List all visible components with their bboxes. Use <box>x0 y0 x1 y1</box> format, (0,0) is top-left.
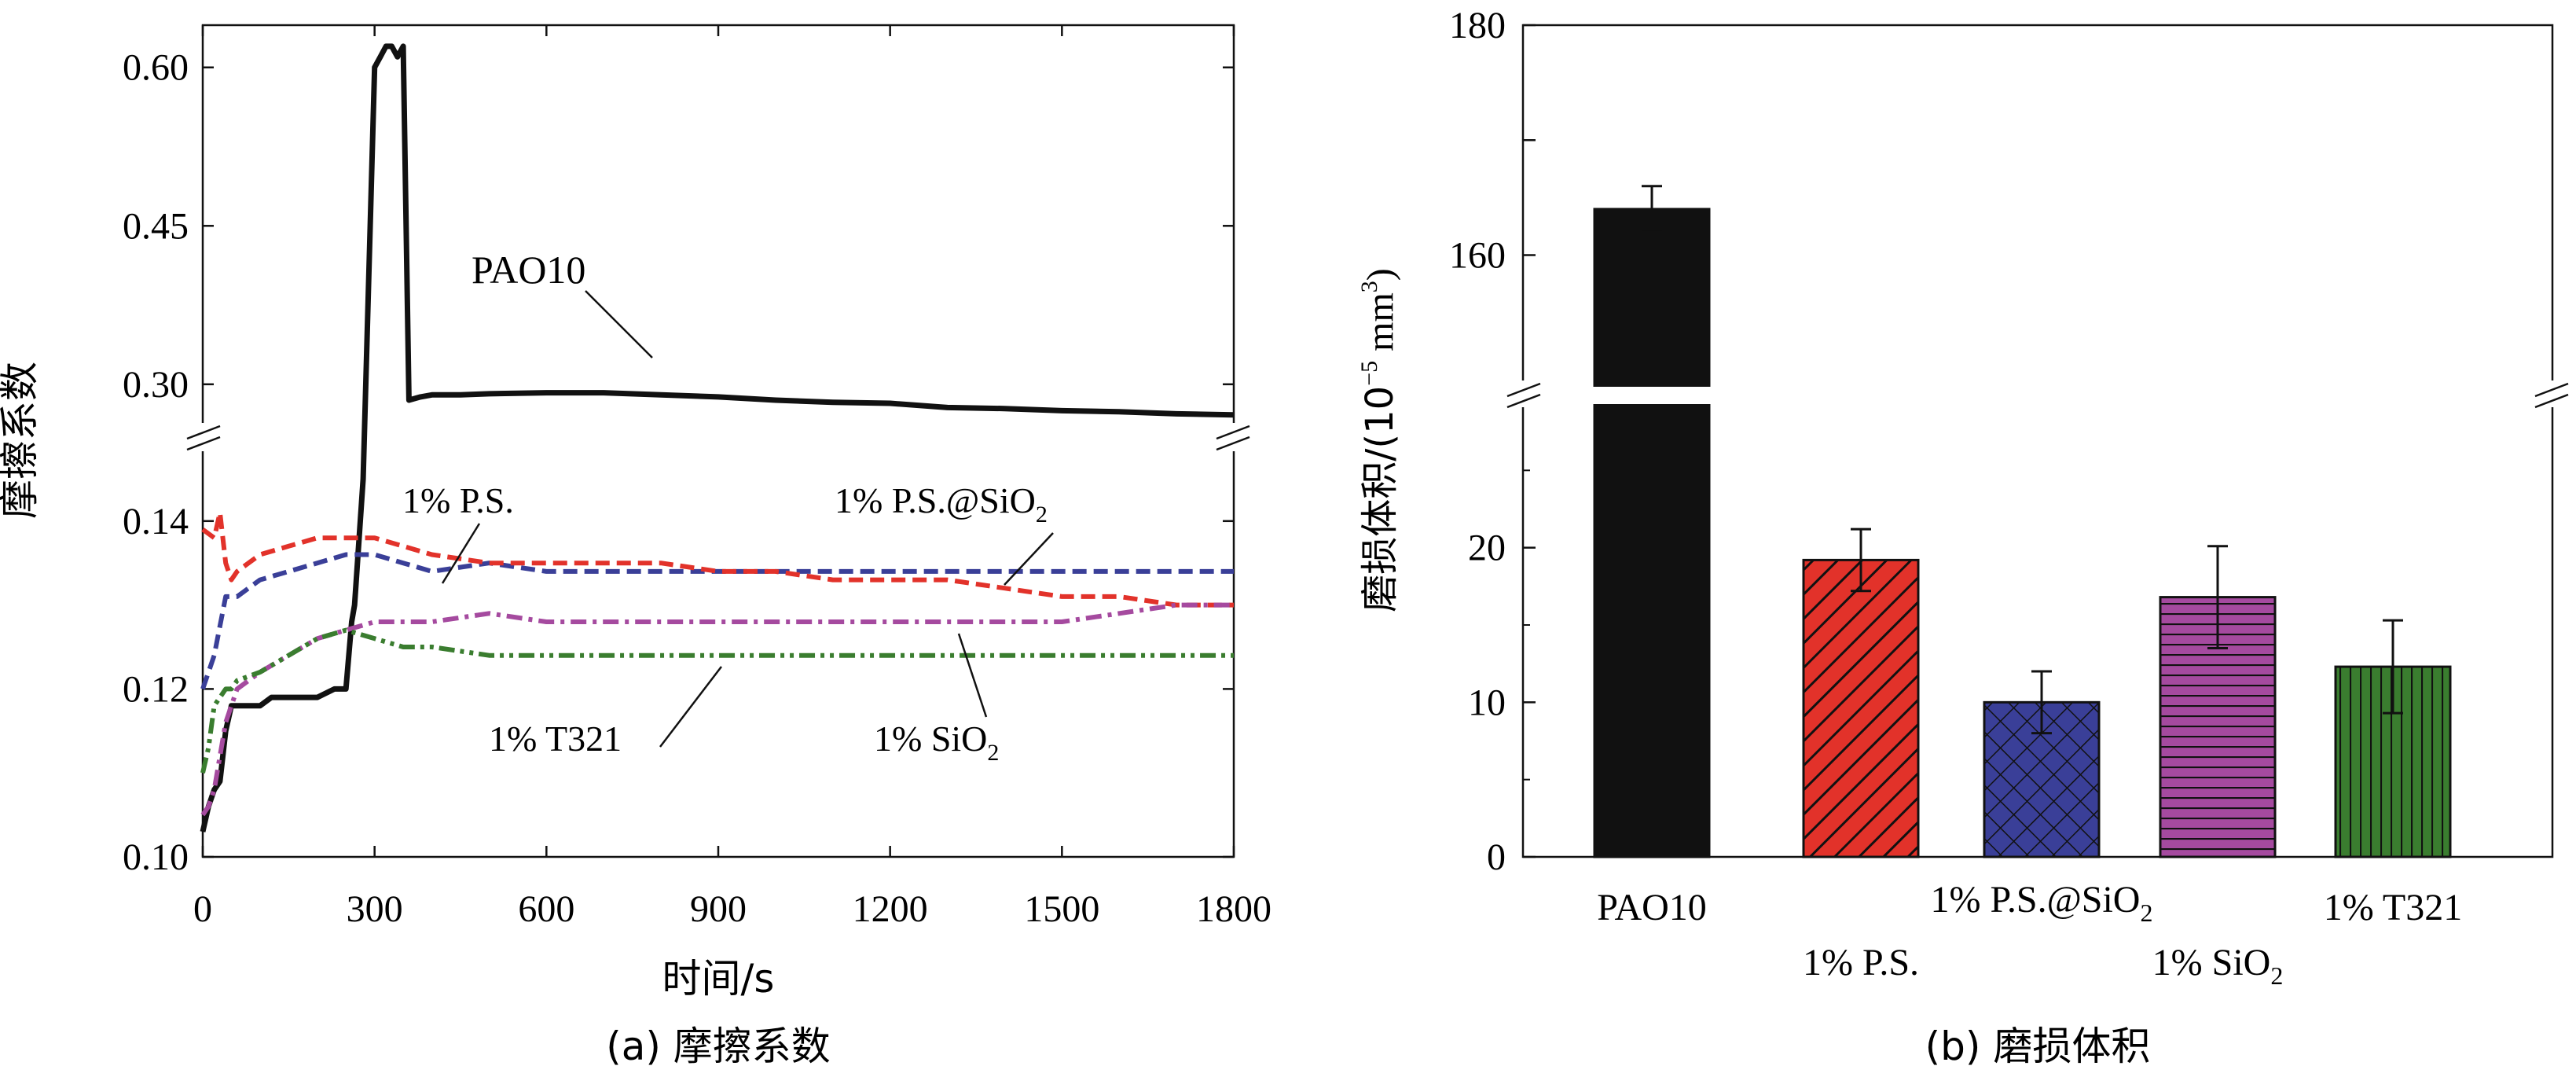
chart-a-frame <box>201 24 1235 858</box>
chart-a-annotation-arrow <box>957 633 988 718</box>
chart-a-break-mark <box>186 436 221 451</box>
chart-a-annotation-pao10: PAO10 <box>472 248 585 292</box>
chart-b-ytick-label: 0 <box>1487 836 1506 878</box>
chart-a-series-line <box>201 510 1234 608</box>
chart-a-series-line <box>200 627 1234 774</box>
chart-a-ytick-label: 0.45 <box>123 205 189 247</box>
chart-a-friction-coefficient: 0.30 0.45 0.60 0.10 0.12 0.14 0 300 600 900 1200 1… <box>0 24 1271 1069</box>
chart-a-xtick-label: 300 <box>347 888 403 930</box>
chart-b-category-label: 1% SiO2 <box>2152 942 2284 990</box>
chart-b-wear-volume: 0 10 20 160 180 PAO10 1% P.S. 1% P.S.@SiO2 1… <box>1356 5 2576 1069</box>
chart-b-category-label: PAO10 <box>1597 887 1707 928</box>
chart-a-annotation-sio2: 1% SiO2 <box>874 719 999 766</box>
chart-a-ytick-label: 0.30 <box>123 364 189 406</box>
chart-b-ytick-label: 180 <box>1449 5 1506 46</box>
chart-a-series-line <box>200 602 1234 817</box>
chart-a-ytick-label: 0.60 <box>123 47 189 89</box>
chart-a-break-mark <box>1216 436 1250 451</box>
chart-b-bar-break <box>1593 387 1711 404</box>
chart-a-annotation-arrow <box>585 290 653 358</box>
chart-b-break-mark <box>1506 393 1541 409</box>
chart-b-category-label: 1% P.S. <box>1803 942 1919 983</box>
chart-a-annotation-ps-sio2: 1% P.S.@SiO2 <box>835 480 1048 527</box>
chart-b-ylabel: 磨损体积/(10−5 mm3) <box>1356 268 1402 612</box>
chart-a-break-mark <box>186 425 221 440</box>
chart-a-xtick-label: 1200 <box>853 888 928 930</box>
chart-a-xtick-label: 1800 <box>1196 888 1271 930</box>
chart-b-bar <box>1802 558 1920 858</box>
chart-a-xlabel: 时间/s <box>662 956 775 1002</box>
chart-a-annotation-arrow <box>1004 532 1054 586</box>
chart-a-series-line <box>200 552 1234 690</box>
chart-b-ytick-label: 160 <box>1449 235 1506 277</box>
chart-a-series-line <box>200 43 1235 833</box>
chart-a-annotation-ps: 1% P.S. <box>402 480 514 520</box>
chart-a-xtick-label: 1500 <box>1024 888 1099 930</box>
chart-a-annotation-arrow <box>441 523 481 584</box>
chart-b-category-label: 1% P.S.@SiO2 <box>1931 879 2153 927</box>
chart-a-break-gap-left <box>181 423 228 451</box>
chart-a-break-gap-right <box>1210 423 1257 451</box>
chart-b-ytick-label: 20 <box>1468 527 1506 569</box>
chart-a-ytick-label: 0.10 <box>123 836 189 878</box>
chart-a-xtick-label: 900 <box>690 888 747 930</box>
chart-b-break-mark <box>2534 393 2569 409</box>
chart-b-bar <box>1593 208 1711 858</box>
chart-b-caption: (b) 磨损体积 <box>1925 1024 2151 1069</box>
chart-a-ylabel: 摩擦系数 <box>0 362 42 519</box>
chart-a-xtick-label: 0 <box>193 888 212 930</box>
chart-a-annotation-t321: 1% T321 <box>489 719 622 759</box>
chart-b-ytick-label: 10 <box>1468 682 1506 723</box>
chart-a-xtick-label: 600 <box>518 888 574 930</box>
chart-b-break-gap-right <box>2529 380 2576 407</box>
chart-b-break-mark <box>1506 382 1541 398</box>
chart-b-category-label: 1% T321 <box>2324 887 2462 928</box>
chart-b-break-mark <box>2534 382 2569 398</box>
chart-a-ytick-label: 0.14 <box>123 501 189 542</box>
chart-a-annotation-arrow <box>659 666 722 748</box>
chart-b-break-gap-left <box>1501 380 1548 407</box>
chart-a-caption: (a) 摩擦系数 <box>606 1024 831 1069</box>
chart-a-break-mark <box>1216 425 1250 440</box>
chart-a-ytick-label: 0.12 <box>123 668 189 710</box>
